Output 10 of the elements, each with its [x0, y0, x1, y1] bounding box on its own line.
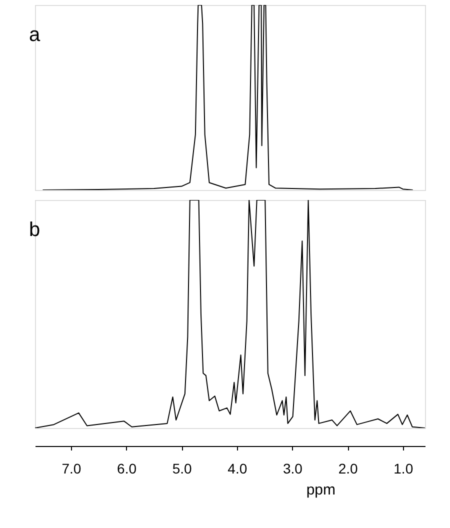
x-tick-label: 2.0: [338, 460, 358, 476]
x-tick-label: 7.0: [62, 460, 82, 476]
x-tick-label: 4.0: [228, 460, 248, 476]
x-tick-label: 1.0: [394, 460, 414, 476]
x-tick-label: 5.0: [172, 460, 192, 476]
x-tick-label: 3.0: [283, 460, 303, 476]
x-axis-title: ppm: [306, 482, 336, 498]
x-tick-label: 6.0: [117, 460, 137, 476]
annotation: b: [29, 219, 40, 241]
annotation: a: [29, 24, 41, 46]
